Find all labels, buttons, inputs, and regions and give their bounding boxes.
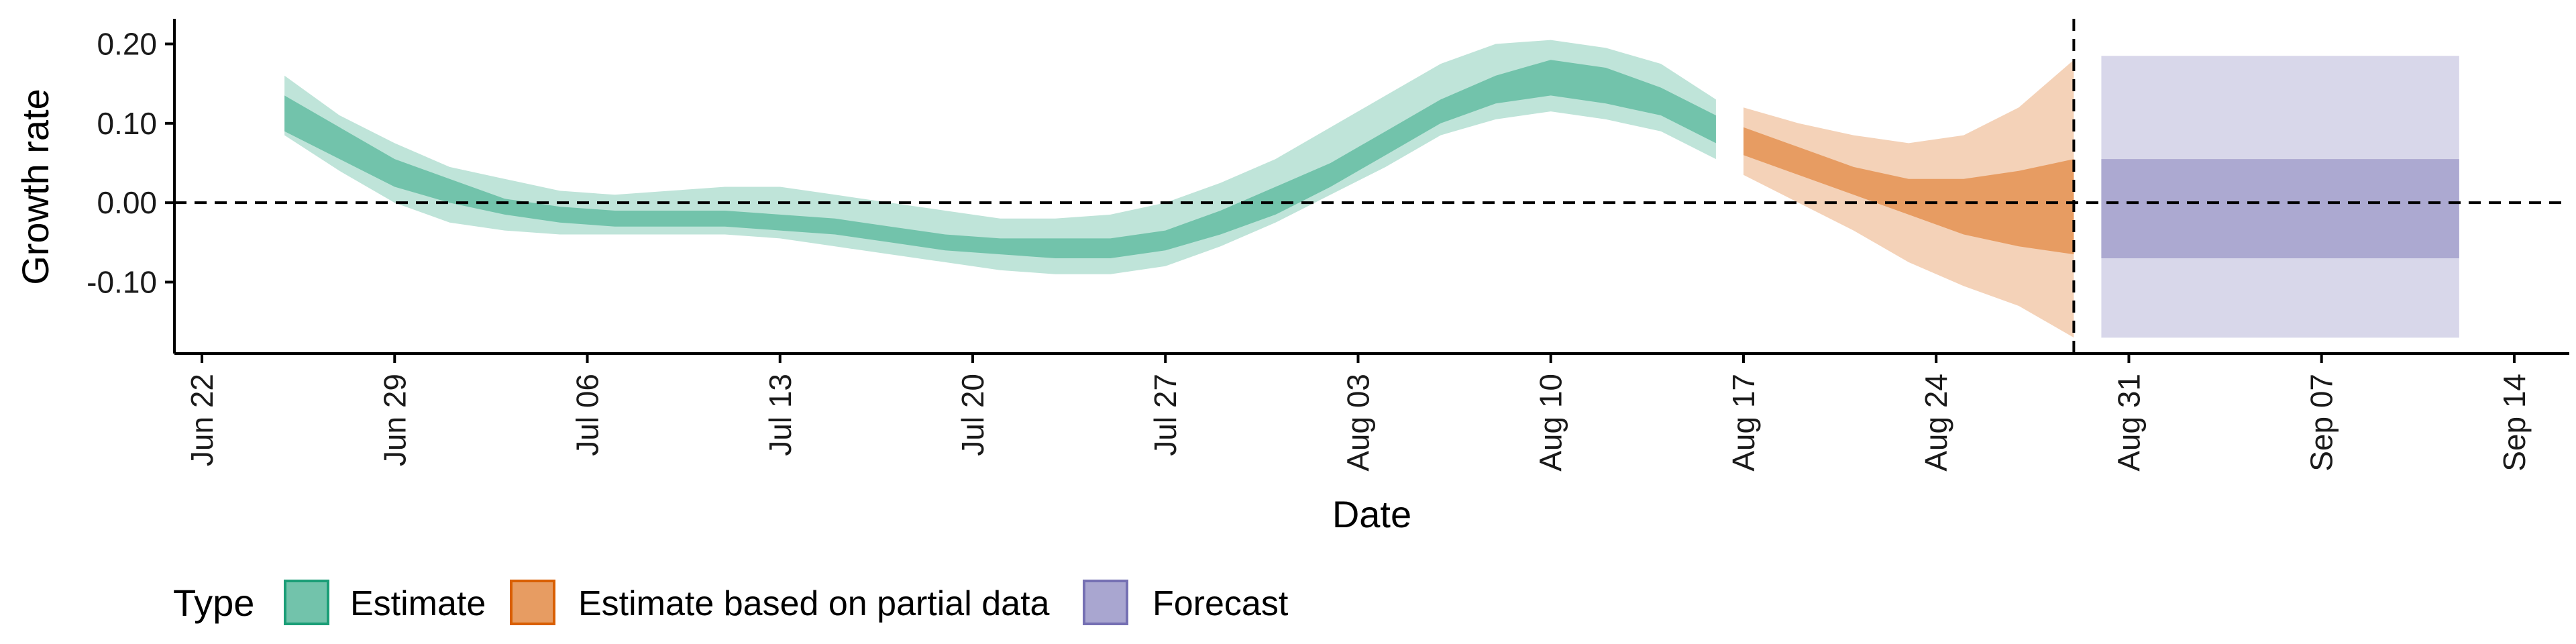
legend-label: Forecast — [1152, 584, 1289, 623]
reference-lines — [174, 19, 2569, 354]
y-tick-label: -0.10 — [87, 265, 157, 300]
x-tick-label: Jul 13 — [763, 374, 798, 456]
x-tick-label: Aug 03 — [1340, 374, 1375, 472]
legend-label: Estimate — [350, 584, 486, 623]
estimate-band-50 — [284, 60, 1716, 258]
x-tick-label: Jun 29 — [377, 374, 412, 466]
legend-title: Type — [173, 582, 254, 624]
x-tick-label: Jul 27 — [1148, 374, 1183, 456]
y-axis-title: Growth rate — [14, 89, 56, 285]
x-tick-label: Jul 06 — [570, 374, 605, 456]
bands-layer — [284, 40, 2459, 338]
x-axis-title: Date — [1332, 493, 1411, 535]
axes: 0.20 0.10 0.00 -0.10 Jun 22 Jun 29 Jul 06 Jul 1… — [14, 19, 2569, 535]
x-tick-label: Aug 31 — [2111, 374, 2146, 472]
x-tick-label: Aug 10 — [1534, 374, 1568, 472]
legend-key — [284, 580, 329, 625]
legend-key — [1083, 580, 1128, 625]
y-tick-label: 0.20 — [97, 27, 157, 62]
x-tick-label: Jun 22 — [184, 374, 219, 466]
legend-label: Estimate based on partial data — [578, 584, 1050, 623]
x-tick-label: Sep 14 — [2497, 374, 2532, 472]
x-tick-label: Sep 07 — [2304, 374, 2339, 472]
legend-key — [510, 580, 555, 625]
y-tick-label: 0.10 — [97, 106, 157, 141]
forecast-band-50 — [2101, 159, 2459, 258]
legend: Type Estimate Estimate based on partial da… — [173, 580, 1289, 625]
y-tick-label: 0.00 — [97, 185, 157, 220]
x-tick-label: Aug 17 — [1726, 374, 1761, 472]
x-tick-label: Jul 20 — [955, 374, 990, 456]
estimate-based-on-partial-data-band-50 — [1743, 127, 2074, 255]
x-tick-label: Aug 24 — [1919, 374, 1953, 472]
